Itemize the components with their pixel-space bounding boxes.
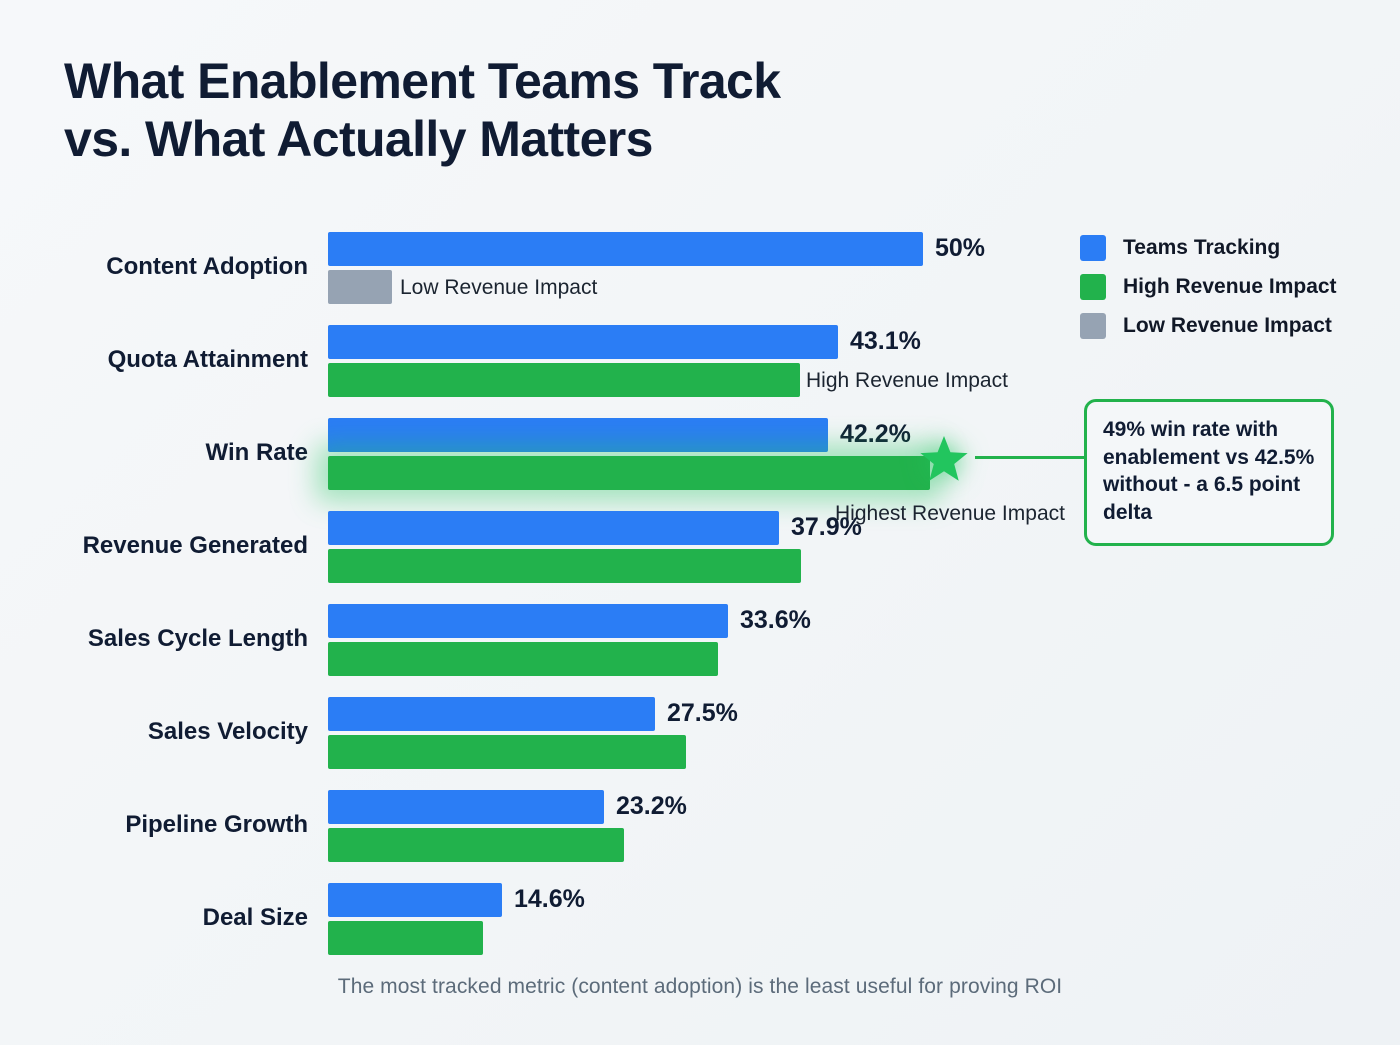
impact-note: Highest Revenue Impact	[835, 502, 1065, 525]
bar-revenue-impact[interactable]	[328, 456, 930, 490]
bar-group: Deal Size 14.6%	[0, 883, 1400, 955]
bar-value-label: 50%	[935, 234, 986, 262]
category-label: Pipeline Growth	[125, 811, 308, 838]
category-label: Revenue Generated	[82, 532, 308, 559]
bar-group: Revenue Generated 37.9%	[0, 511, 1400, 583]
bar-revenue-impact[interactable]	[328, 921, 483, 955]
bar-value-label: 37.9%	[791, 513, 862, 541]
bar-teams-tracking[interactable]	[328, 325, 838, 359]
bar-group: Sales Velocity 27.5%	[0, 697, 1400, 769]
legend-item-low-revenue-impact[interactable]: Low Revenue Impact	[1080, 306, 1380, 345]
legend-label-teams-tracking: Teams Tracking	[1123, 235, 1281, 259]
bar-revenue-impact[interactable]	[328, 735, 686, 769]
footer-note: The most tracked metric (content adoptio…	[337, 975, 1063, 998]
category-label: Deal Size	[202, 904, 308, 931]
category-label: Quota Attainment	[107, 346, 308, 373]
bar-value-label: 23.2%	[616, 792, 687, 820]
category-label: Content Adoption	[106, 253, 308, 280]
legend-label-low-revenue-impact: Low Revenue Impact	[1123, 313, 1332, 337]
callout-connector-line	[975, 456, 1085, 459]
legend-item-high-revenue-impact[interactable]: High Revenue Impact	[1080, 267, 1380, 306]
bar-revenue-impact[interactable]	[328, 642, 718, 676]
star-icon	[920, 436, 968, 481]
impact-note: Low Revenue Impact	[400, 276, 598, 299]
chart-legend: Teams Tracking High Revenue Impact Low R…	[1080, 228, 1380, 345]
legend-item-teams-tracking[interactable]: Teams Tracking	[1080, 228, 1380, 267]
green-swatch-icon	[1080, 273, 1106, 300]
bar-group: Content Adoption 50% Low Revenue Impact	[0, 232, 1400, 304]
bar-revenue-impact[interactable]	[328, 363, 800, 397]
bar-teams-tracking[interactable]	[328, 697, 655, 731]
category-label: Sales Velocity	[147, 718, 308, 745]
bar-teams-tracking[interactable]	[328, 883, 502, 917]
category-label: Win Rate	[205, 439, 308, 466]
bar-group: Pipeline Growth 23.2%	[0, 790, 1400, 862]
bar-value-label: 27.5%	[667, 699, 738, 727]
bar-teams-tracking[interactable]	[328, 604, 728, 638]
callout-box: 49% win rate with enablement vs 42.5% wi…	[1084, 399, 1334, 546]
bar-group: Sales Cycle Length 33.6%	[0, 604, 1400, 676]
bar-value-label: 43.1%	[850, 327, 921, 355]
bar-group: Quota Attainment 43.1% High Revenue Impact	[0, 325, 1400, 397]
bar-revenue-impact[interactable]	[328, 828, 624, 862]
bar-low-revenue-impact[interactable]	[328, 270, 392, 304]
bar-teams-tracking[interactable]	[328, 418, 828, 452]
impact-note: High Revenue Impact	[806, 369, 1008, 392]
bar-revenue-impact[interactable]	[328, 549, 801, 583]
bar-teams-tracking[interactable]	[328, 232, 923, 266]
gray-swatch-icon	[1080, 312, 1106, 339]
category-label: Sales Cycle Length	[87, 625, 308, 652]
blue-swatch-icon	[1080, 234, 1106, 261]
bar-value-label: 33.6%	[740, 606, 811, 634]
legend-label-high-revenue-impact: High Revenue Impact	[1123, 274, 1337, 298]
bar-teams-tracking[interactable]	[328, 511, 779, 545]
page-title: What Enablement Teams Track vs. What Act…	[64, 52, 1064, 168]
title-line-2: vs. What Actually Matters	[64, 111, 653, 167]
title-line-1: What Enablement Teams Track	[64, 53, 781, 109]
bar-value-label: 14.6%	[514, 885, 585, 913]
bar-value-label: 42.2%	[840, 420, 911, 448]
bar-teams-tracking[interactable]	[328, 790, 604, 824]
bar-group: Win Rate 42.2% Highest Revenue Impact	[0, 418, 1400, 525]
